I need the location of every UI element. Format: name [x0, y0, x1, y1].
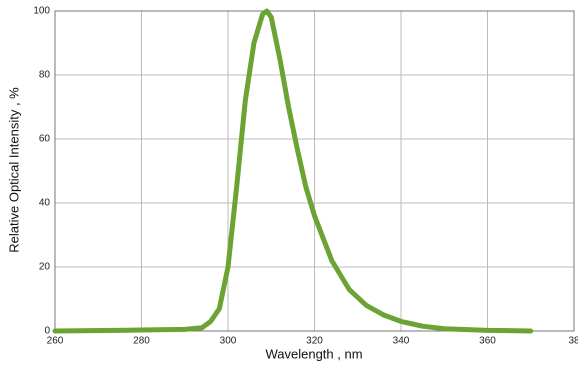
- y-tick-label: 60: [39, 134, 51, 145]
- data-line: [52, 8, 534, 334]
- x-tick-label: 320: [306, 336, 323, 347]
- y-tick-label: 40: [39, 198, 51, 209]
- x-tick-label: 360: [479, 336, 496, 347]
- y-tick-label: 80: [39, 70, 51, 81]
- y-axis-title: Relative Optical Intensity , %: [6, 87, 21, 253]
- x-tick-label: 340: [393, 336, 410, 347]
- y-tick-label: 20: [39, 262, 51, 273]
- x-tick-label: 300: [220, 336, 237, 347]
- x-tick-label: 38: [568, 336, 578, 347]
- y-tick-label: 100: [33, 6, 50, 17]
- y-tick-label: 0: [44, 326, 50, 337]
- x-axis-title: Wavelength , nm: [265, 346, 362, 361]
- x-tick-label: 280: [133, 336, 150, 347]
- plot-frame: [54, 10, 575, 332]
- x-tick-label: 260: [47, 336, 64, 347]
